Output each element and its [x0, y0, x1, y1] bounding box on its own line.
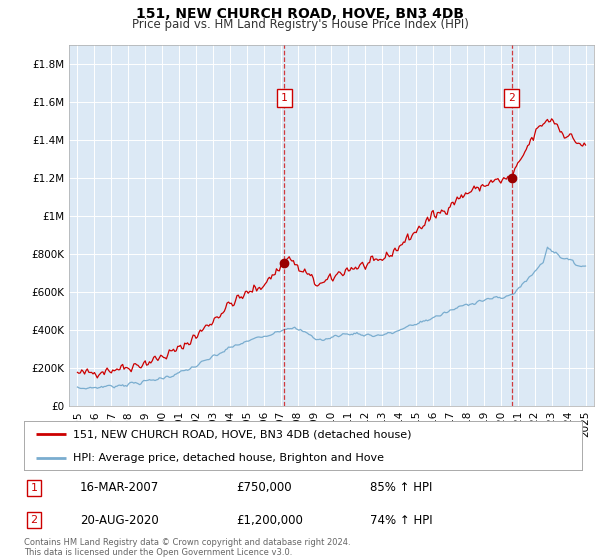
- Text: 20-AUG-2020: 20-AUG-2020: [80, 514, 158, 526]
- Text: 16-MAR-2007: 16-MAR-2007: [80, 482, 159, 494]
- Text: HPI: Average price, detached house, Brighton and Hove: HPI: Average price, detached house, Brig…: [73, 453, 384, 463]
- Text: 151, NEW CHURCH ROAD, HOVE, BN3 4DB: 151, NEW CHURCH ROAD, HOVE, BN3 4DB: [136, 7, 464, 21]
- Text: 151, NEW CHURCH ROAD, HOVE, BN3 4DB (detached house): 151, NEW CHURCH ROAD, HOVE, BN3 4DB (det…: [73, 430, 412, 440]
- Text: 1: 1: [281, 93, 287, 103]
- Text: 1: 1: [31, 483, 38, 493]
- Text: £1,200,000: £1,200,000: [236, 514, 303, 526]
- Text: 74% ↑ HPI: 74% ↑ HPI: [370, 514, 433, 526]
- Text: 2: 2: [508, 93, 515, 103]
- Text: £750,000: £750,000: [236, 482, 292, 494]
- Text: Contains HM Land Registry data © Crown copyright and database right 2024.
This d: Contains HM Land Registry data © Crown c…: [24, 538, 350, 557]
- Text: 85% ↑ HPI: 85% ↑ HPI: [370, 482, 433, 494]
- Text: Price paid vs. HM Land Registry's House Price Index (HPI): Price paid vs. HM Land Registry's House …: [131, 18, 469, 31]
- Text: 2: 2: [31, 515, 38, 525]
